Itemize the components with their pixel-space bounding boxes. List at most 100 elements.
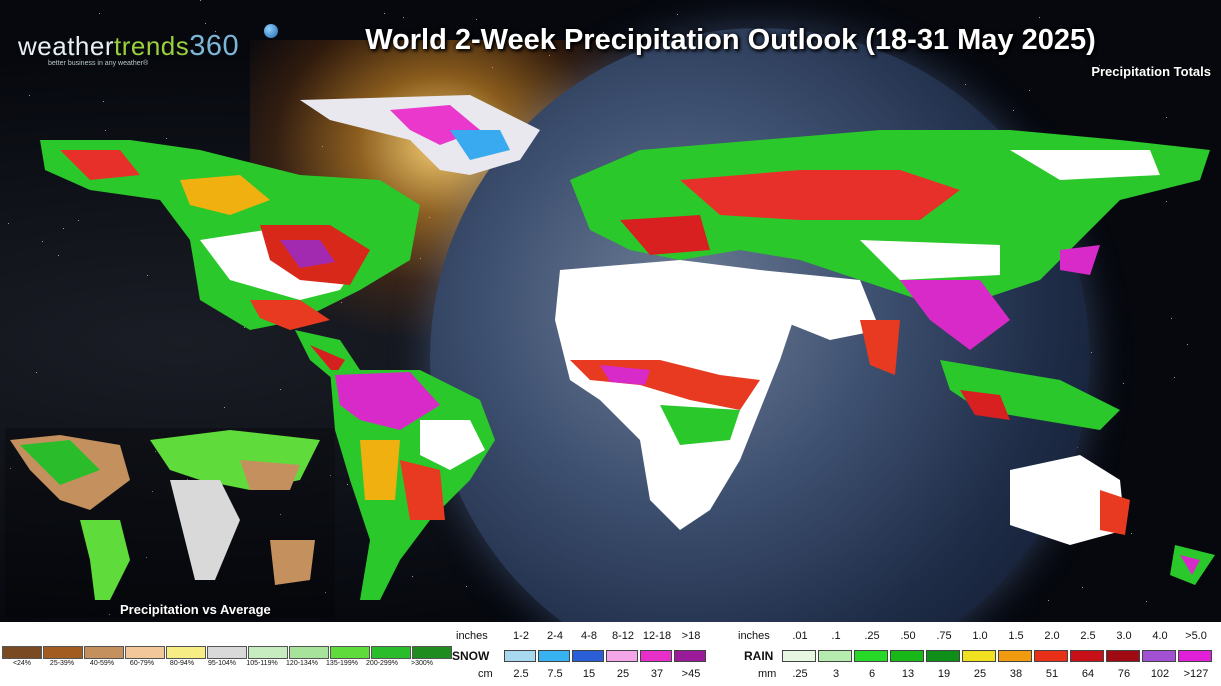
map-area: weathertrends360 better business in any … [0,0,1221,622]
eurasia-precip [570,130,1210,350]
map-subtitle: Precipitation Totals [1091,64,1211,79]
color-swatch [818,650,852,662]
scale-value: .25 [792,668,808,680]
snow-swatches [504,650,708,662]
star [1099,65,1100,66]
anomaly-swatch [248,646,288,659]
scale-value: 15 [582,668,596,680]
scale-value: 13 [901,668,915,680]
snow-head-label: SNOW [452,649,490,663]
scale-value: .75 [936,630,952,642]
oceania-precip [940,360,1215,585]
star [1039,17,1040,18]
scale-value: 2.5 [1080,630,1096,642]
anomaly-label: 135-199% [326,660,358,667]
star [36,372,37,373]
scale-value: 3 [832,668,840,680]
inset-map-label: Precipitation vs Average [120,602,271,617]
scale-value: 37 [650,668,664,680]
weathertrends-logo: weathertrends360 better business in any … [18,24,278,67]
color-swatch [606,650,638,662]
scale-value: 1.5 [1008,630,1024,642]
scale-value: .25 [864,630,880,642]
scale-value: 4-8 [581,630,597,642]
star [1187,344,1188,345]
star [200,0,201,1]
logo-globe-icon [264,24,278,38]
scale-value: 25 [973,668,987,680]
snow-inches-label: inches [456,630,488,642]
anomaly-swatch [84,646,124,659]
scale-value: 2.0 [1044,630,1060,642]
anomaly-swatch [412,646,452,659]
scale-value: .01 [792,630,808,642]
logo-part-360: 360 [189,30,240,62]
rain-swatches [782,650,1214,662]
color-swatch [962,650,996,662]
anomaly-label: 120-134% [286,660,318,667]
star [1091,352,1092,353]
scale-value: 51 [1045,668,1059,680]
star [325,592,326,593]
star [146,557,147,558]
legend-bar: <24% 25-39% 40-59% 60-79% 80-94% 95-104% 105-1… [0,622,1221,686]
star [347,484,348,485]
anomaly-label: 25-39% [49,660,75,667]
color-swatch [854,650,888,662]
star [166,138,167,139]
logo-wordmark: weathertrends360 [18,30,239,63]
star [215,31,216,32]
star [1146,601,1147,602]
anomaly-labels: <24% 25-39% 40-59% 60-79% 80-94% 95-104% 105-1… [2,660,453,667]
star [965,84,966,85]
scale-value: >45 [681,668,701,680]
star [208,611,209,612]
anomaly-label: 80-94% [169,660,195,667]
scale-value: .1 [831,630,841,642]
star [1174,377,1175,378]
star [187,479,188,480]
anomaly-swatch [166,646,206,659]
anomaly-label: <24% [12,660,32,667]
south-america-precip [330,370,495,600]
scale-value: 25 [616,668,630,680]
anomaly-label: 105-119% [246,660,278,667]
star [1029,90,1030,91]
anomaly-swatch [371,646,411,659]
rain-head-label: RAIN [744,649,774,663]
scale-value: 1.0 [972,630,988,642]
rain-inches-label: inches [738,630,770,642]
star [403,17,404,18]
rain-mm-scale: .25 3 6 13 19 25 38 51 64 76 102 >127 [782,668,1214,680]
star [603,32,604,33]
scale-value: 4.0 [1152,630,1168,642]
star [205,23,206,24]
star [384,13,385,14]
color-swatch [640,650,672,662]
anomaly-swatch [43,646,83,659]
greenland-precip [300,95,540,175]
africa-precip [555,260,900,530]
scale-value: 38 [1009,668,1023,680]
scale-value: 12-18 [642,630,672,642]
scale-value: 19 [937,668,951,680]
star [63,228,64,229]
star [8,223,9,224]
snow-inches-scale: 1-2 2-4 4-8 8-12 12-18 >18 [504,630,708,642]
anomaly-inset-map [5,428,335,618]
color-swatch [1034,650,1068,662]
scale-value: 2.5 [513,668,529,680]
star [1166,117,1167,118]
north-america-precip [40,140,420,385]
color-swatch [1142,650,1176,662]
scale-value: >127 [1183,668,1209,680]
star [105,130,106,131]
color-swatch [572,650,604,662]
logo-part-trends: trends [114,31,190,61]
anomaly-swatches [2,646,453,659]
star [1048,600,1049,601]
star [1171,318,1172,319]
star [412,576,413,577]
scale-value: 3.0 [1116,630,1132,642]
star [99,13,100,14]
